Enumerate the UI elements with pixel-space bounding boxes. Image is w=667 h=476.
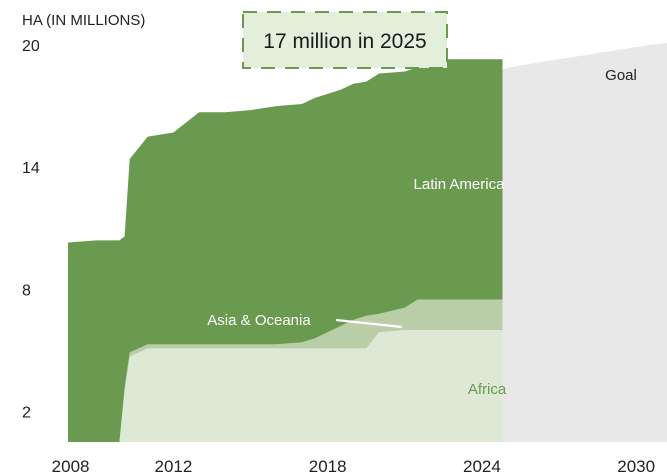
y-tick-label: 8 [22,282,31,299]
series-label-africa: Africa [468,381,507,398]
y-axis-label: HA (IN MILLIONS) [22,12,145,29]
x-tick-label: 2030 [617,457,655,476]
callout-text: 17 million in 2025 [263,30,426,53]
y-tick-label: 20 [22,38,40,55]
y-tick-label: 14 [22,160,40,177]
annotation-pointer-line [335,318,403,329]
area-africa [68,330,503,442]
goal-area [502,42,667,442]
series-label-latin-america: Latin America [414,176,506,193]
x-tick-label: 2008 [52,457,90,476]
x-tick-label: 2018 [309,457,347,476]
x-tick-label: 2024 [463,457,501,476]
series-label-goal: Goal [605,67,637,84]
x-tick-label: 2012 [154,457,192,476]
callout-box [242,11,448,69]
annotation-asia-oceania: Asia & Oceania [207,312,311,329]
y-tick-label: 2 [22,404,31,421]
